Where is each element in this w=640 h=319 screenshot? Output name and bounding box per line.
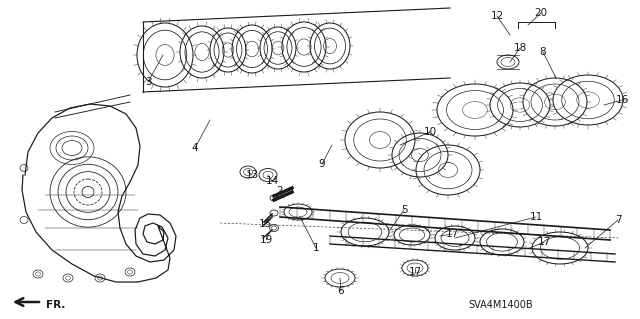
Text: 4: 4 — [192, 143, 198, 153]
Text: 10: 10 — [424, 127, 436, 137]
Text: 16: 16 — [616, 95, 628, 105]
Text: 14: 14 — [266, 176, 278, 186]
Text: FR.: FR. — [46, 300, 65, 310]
Text: 18: 18 — [513, 43, 527, 53]
Text: SVA4M1400B: SVA4M1400B — [468, 300, 532, 310]
Text: 1: 1 — [313, 243, 319, 253]
Text: 3: 3 — [145, 77, 151, 87]
Text: 12: 12 — [490, 11, 504, 21]
Text: 9: 9 — [319, 159, 325, 169]
Text: 20: 20 — [534, 8, 548, 18]
Text: 17: 17 — [538, 237, 550, 247]
Text: 7: 7 — [614, 215, 621, 225]
Text: 15: 15 — [259, 219, 271, 229]
Text: 8: 8 — [540, 47, 547, 57]
Text: 17: 17 — [408, 267, 422, 277]
Text: 19: 19 — [259, 235, 273, 245]
Text: 6: 6 — [338, 286, 344, 296]
Text: 2: 2 — [276, 186, 284, 196]
Text: 17: 17 — [445, 229, 459, 239]
Text: 13: 13 — [245, 170, 259, 180]
Text: 11: 11 — [529, 212, 543, 222]
Text: 5: 5 — [401, 205, 407, 215]
